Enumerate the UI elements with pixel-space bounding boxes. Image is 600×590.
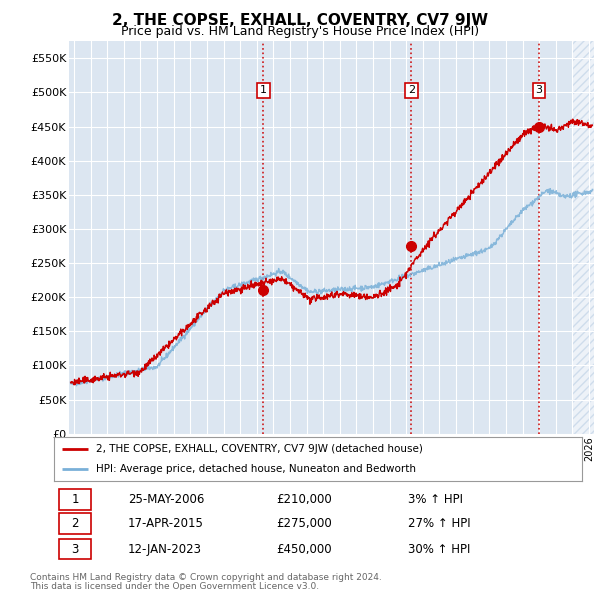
Text: 1: 1: [260, 86, 267, 96]
Text: Price paid vs. HM Land Registry's House Price Index (HPI): Price paid vs. HM Land Registry's House …: [121, 25, 479, 38]
FancyBboxPatch shape: [59, 539, 91, 559]
FancyBboxPatch shape: [59, 489, 91, 510]
Text: 3% ↑ HPI: 3% ↑ HPI: [408, 493, 463, 506]
Text: This data is licensed under the Open Government Licence v3.0.: This data is licensed under the Open Gov…: [30, 582, 319, 590]
Text: £450,000: £450,000: [276, 543, 331, 556]
FancyBboxPatch shape: [59, 513, 91, 534]
Text: 27% ↑ HPI: 27% ↑ HPI: [408, 517, 470, 530]
Text: HPI: Average price, detached house, Nuneaton and Bedworth: HPI: Average price, detached house, Nune…: [96, 464, 416, 474]
Text: 12-JAN-2023: 12-JAN-2023: [128, 543, 202, 556]
Text: £275,000: £275,000: [276, 517, 332, 530]
Text: 3: 3: [536, 86, 542, 96]
Text: 2: 2: [407, 86, 415, 96]
Text: 17-APR-2015: 17-APR-2015: [128, 517, 204, 530]
Text: £210,000: £210,000: [276, 493, 332, 506]
Text: 2, THE COPSE, EXHALL, COVENTRY, CV7 9JW (detached house): 2, THE COPSE, EXHALL, COVENTRY, CV7 9JW …: [96, 444, 423, 454]
Text: 3: 3: [71, 543, 79, 556]
Text: 1: 1: [71, 493, 79, 506]
Text: 2, THE COPSE, EXHALL, COVENTRY, CV7 9JW: 2, THE COPSE, EXHALL, COVENTRY, CV7 9JW: [112, 13, 488, 28]
Text: 2: 2: [71, 517, 79, 530]
Text: 25-MAY-2006: 25-MAY-2006: [128, 493, 204, 506]
Text: Contains HM Land Registry data © Crown copyright and database right 2024.: Contains HM Land Registry data © Crown c…: [30, 573, 382, 582]
Text: 30% ↑ HPI: 30% ↑ HPI: [408, 543, 470, 556]
